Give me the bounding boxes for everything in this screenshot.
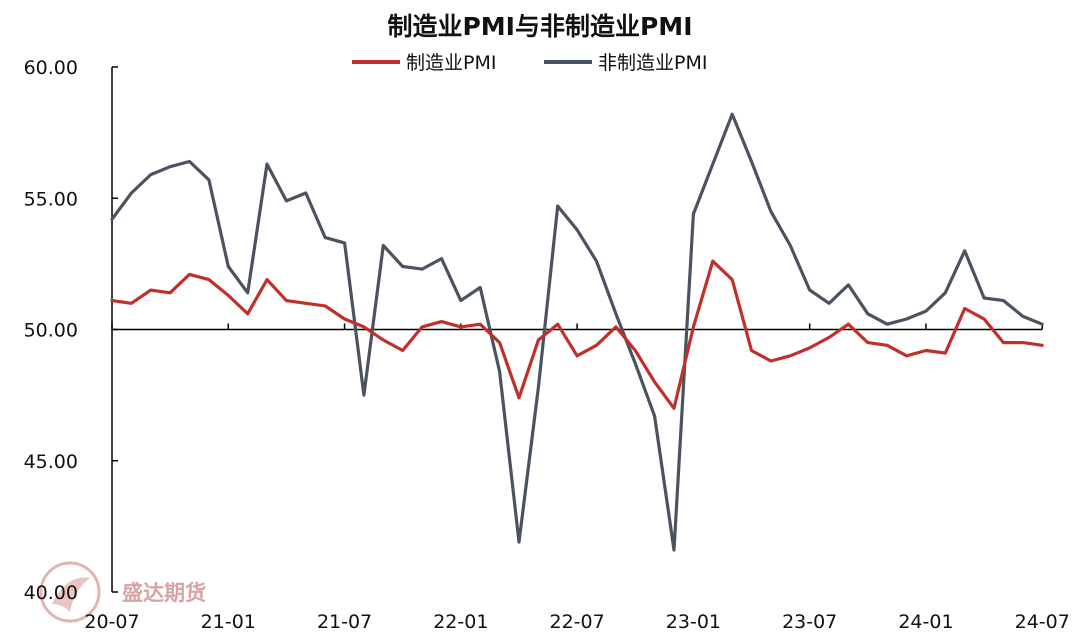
x-tick-label: 21-07 <box>317 611 372 633</box>
axes: 40.00 45.00 50.00 55.00 60.00 20-07 21-01 21-07… <box>24 57 1070 633</box>
legend-label-non-manufacturing: 非制造业PMI <box>598 52 707 74</box>
chart-title: 制造业PMI与非制造业PMI <box>387 12 692 41</box>
x-tick-label: 23-01 <box>666 611 721 633</box>
x-tick-label: 22-07 <box>550 611 605 633</box>
x-tick-label: 24-07 <box>1015 611 1070 633</box>
series-line-manufacturing <box>110 259 1044 410</box>
x-tick-label: 20-07 <box>84 611 139 633</box>
x-tick-label: 22-01 <box>433 611 488 633</box>
watermark-logo-mark <box>52 577 90 612</box>
y-tick-label: 50.00 <box>24 320 78 342</box>
watermark-logo-icon <box>39 561 101 623</box>
x-tick-label: 24-01 <box>898 611 953 633</box>
y-tick-label: 45.00 <box>24 451 78 473</box>
y-tick-label: 60.00 <box>24 57 78 79</box>
legend-label-manufacturing: 制造业PMI <box>406 52 496 74</box>
legend: 制造业PMI 非制造业PMI <box>352 52 707 74</box>
y-tick-label: 55.00 <box>24 188 78 210</box>
watermark-text: 盛达期货 <box>122 581 206 605</box>
x-tick-label: 23-07 <box>782 611 837 633</box>
series-lines <box>110 112 1044 552</box>
watermark: 盛达期货 <box>39 561 206 623</box>
series-line-non-manufacturing <box>110 112 1044 552</box>
y-tick-label: 40.00 <box>24 582 78 604</box>
x-tick-label: 21-01 <box>201 611 256 633</box>
